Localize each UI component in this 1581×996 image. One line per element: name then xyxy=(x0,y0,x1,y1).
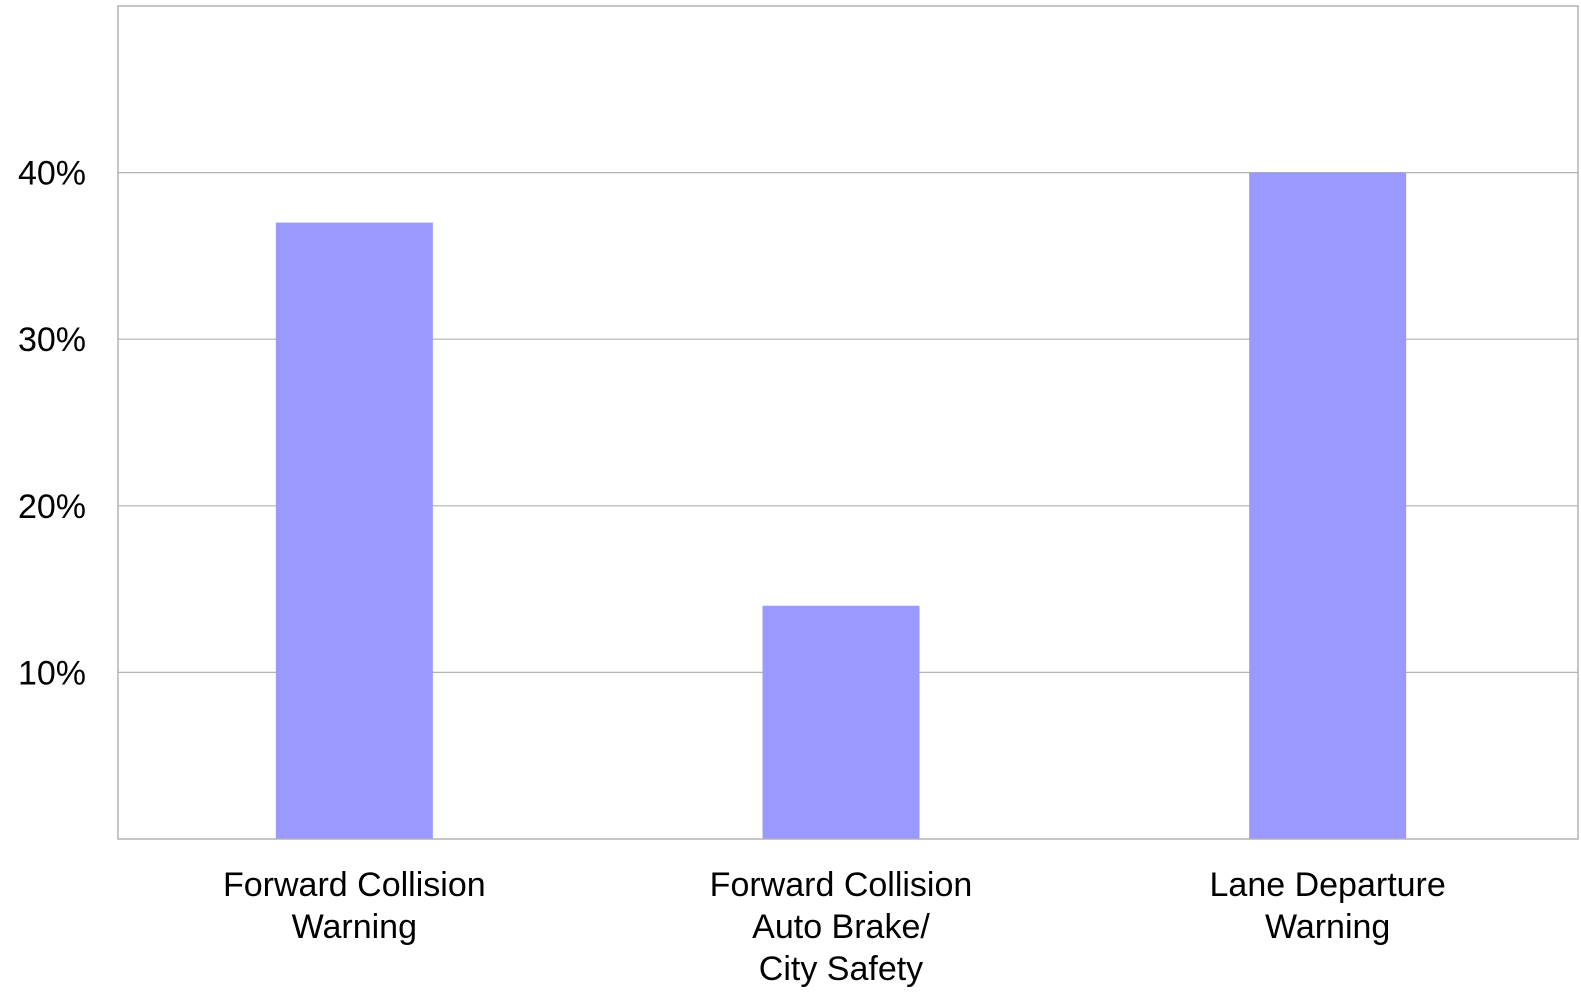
x-category-label-line: City Safety xyxy=(759,950,923,988)
x-category-label: Forward Collision Auto Brake/City Safety xyxy=(710,866,973,988)
x-category-label-line: Forward Collision xyxy=(223,866,486,904)
x-category-label: Forward Collision Warning xyxy=(223,866,486,946)
y-tick-label: 40% xyxy=(18,155,86,193)
x-category-label-line: Forward Collision xyxy=(710,866,973,904)
x-category-label-line: Warning xyxy=(1265,908,1390,946)
x-category-label-line: Auto Brake/ xyxy=(752,908,930,946)
y-tick-label: 30% xyxy=(18,321,86,359)
x-category-label-line: Warning xyxy=(292,908,417,946)
x-category-label: Lane Departure Warning xyxy=(1210,866,1446,946)
y-axis-tick-labels: 10% 20% 30% 40% xyxy=(18,155,86,693)
bar xyxy=(763,606,920,839)
x-category-label-line: Lane Departure xyxy=(1210,866,1446,904)
bar xyxy=(1249,173,1406,839)
y-tick-label: 10% xyxy=(18,654,86,692)
bar xyxy=(276,223,433,839)
y-tick-label: 20% xyxy=(18,488,86,526)
